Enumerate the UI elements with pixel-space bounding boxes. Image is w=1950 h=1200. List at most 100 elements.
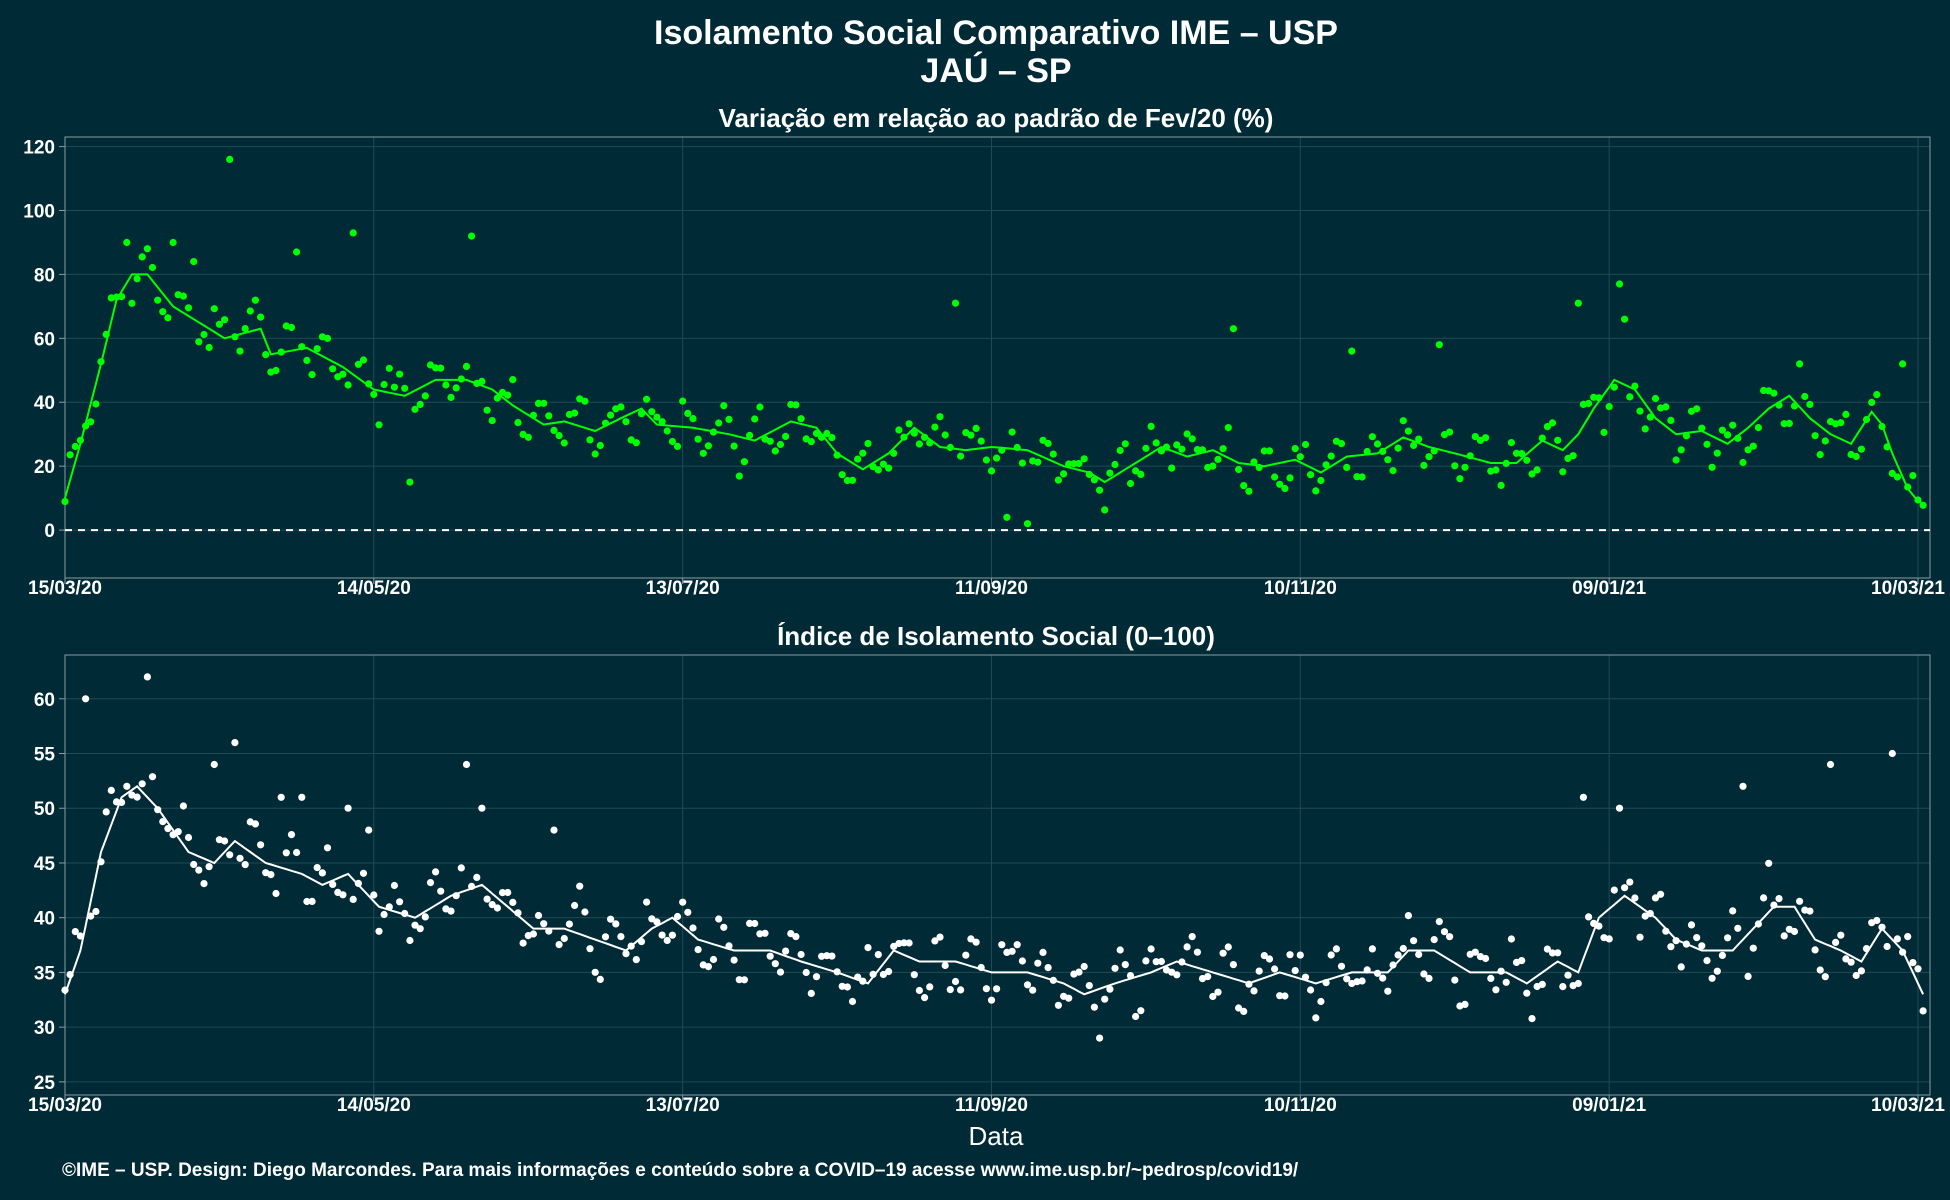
data-point: [1265, 447, 1274, 455]
data-point: [1132, 1012, 1140, 1021]
data-point: [1456, 475, 1464, 483]
data-point: [329, 365, 337, 373]
data-point: [1775, 895, 1783, 903]
data-point: [370, 891, 378, 899]
data-point: [941, 961, 949, 970]
data-point: [864, 439, 872, 448]
data-point: [555, 941, 563, 949]
data-point: [1090, 476, 1098, 484]
data-point: [1312, 1014, 1320, 1022]
data-point: [1893, 473, 1901, 481]
data-point: [591, 968, 599, 976]
data-point: [1235, 1004, 1243, 1012]
data-point: [1842, 955, 1850, 963]
data-point: [1286, 474, 1294, 482]
y-tick-label: 0: [44, 521, 55, 542]
data-point: [684, 409, 692, 417]
data-point: [375, 927, 383, 935]
data-point: [900, 939, 908, 947]
data-point: [1739, 782, 1747, 790]
data-point: [1240, 482, 1248, 490]
data-point: [493, 904, 501, 912]
data-point: [1389, 961, 1397, 969]
data-point: [365, 380, 373, 388]
data-point: [746, 431, 754, 439]
data-point: [1821, 973, 1829, 981]
data-point: [1451, 976, 1459, 984]
data-point: [251, 296, 259, 304]
data-point: [951, 299, 960, 307]
data-point: [673, 442, 682, 450]
data-point: [1610, 886, 1618, 894]
data-point: [1116, 446, 1124, 455]
data-point: [1399, 944, 1407, 953]
data-point: [406, 936, 414, 945]
data-point: [977, 437, 985, 445]
data-point: [1780, 420, 1788, 428]
data-point: [195, 338, 203, 346]
data-point: [1651, 894, 1660, 902]
data-point: [1713, 449, 1721, 457]
data-point: [1899, 360, 1907, 368]
data-point: [1271, 473, 1279, 481]
data-point: [987, 467, 996, 475]
data-point: [1276, 992, 1284, 1000]
data-point: [632, 956, 640, 964]
data-point: [339, 891, 347, 899]
data-point: [1615, 804, 1624, 812]
data-point: [1461, 1000, 1469, 1009]
data-point: [560, 934, 568, 943]
data-point: [1873, 391, 1881, 399]
data-point: [1667, 943, 1675, 951]
data-point: [1054, 476, 1062, 484]
data-point: [1739, 458, 1747, 467]
data-point: [1641, 425, 1649, 433]
data-point: [1852, 971, 1860, 980]
data-point: [818, 952, 826, 960]
data-point: [1183, 943, 1191, 951]
data-point: [179, 292, 187, 300]
data-point: [1693, 405, 1701, 413]
data-point: [1713, 967, 1721, 975]
data-point: [1538, 434, 1546, 442]
y-tick-label: 55: [34, 745, 56, 766]
data-point: [1585, 913, 1593, 921]
data-point: [1121, 440, 1129, 448]
data-point: [1523, 989, 1531, 997]
data-point: [1672, 456, 1680, 464]
data-point: [879, 970, 888, 979]
data-point: [1770, 389, 1778, 397]
data-point: [993, 985, 1001, 993]
data-point: [653, 918, 661, 926]
data-point: [416, 925, 424, 933]
y-tick-label: 25: [34, 1073, 56, 1094]
data-point: [936, 933, 944, 941]
data-point: [447, 907, 455, 915]
data-point: [184, 304, 193, 312]
data-point: [313, 864, 321, 872]
data-point: [1507, 439, 1515, 447]
data-point: [1039, 948, 1047, 957]
data-point: [751, 919, 759, 928]
data-point: [828, 434, 836, 442]
data-point: [761, 929, 769, 937]
data-point: [1229, 961, 1237, 969]
data-point: [1245, 487, 1253, 495]
data-point: [1765, 859, 1773, 867]
data-point: [1883, 942, 1891, 951]
data-point: [195, 866, 203, 874]
data-point: [1080, 455, 1088, 463]
data-point: [1615, 280, 1624, 288]
data-point: [1358, 977, 1366, 985]
data-point: [313, 345, 321, 353]
data-point: [143, 245, 151, 253]
data-point: [1132, 467, 1140, 475]
data-point: [1399, 417, 1407, 425]
data-point: [375, 421, 383, 429]
chart-variation: 0 20 40 60 80 100 120 15/03/20 14/05/20 13/07/20 1…: [23, 136, 1945, 599]
data-point: [1188, 933, 1196, 941]
data-point: [1471, 948, 1479, 956]
data-point: [1651, 394, 1660, 403]
data-point: [1610, 383, 1618, 391]
data-point: [1240, 1007, 1248, 1016]
